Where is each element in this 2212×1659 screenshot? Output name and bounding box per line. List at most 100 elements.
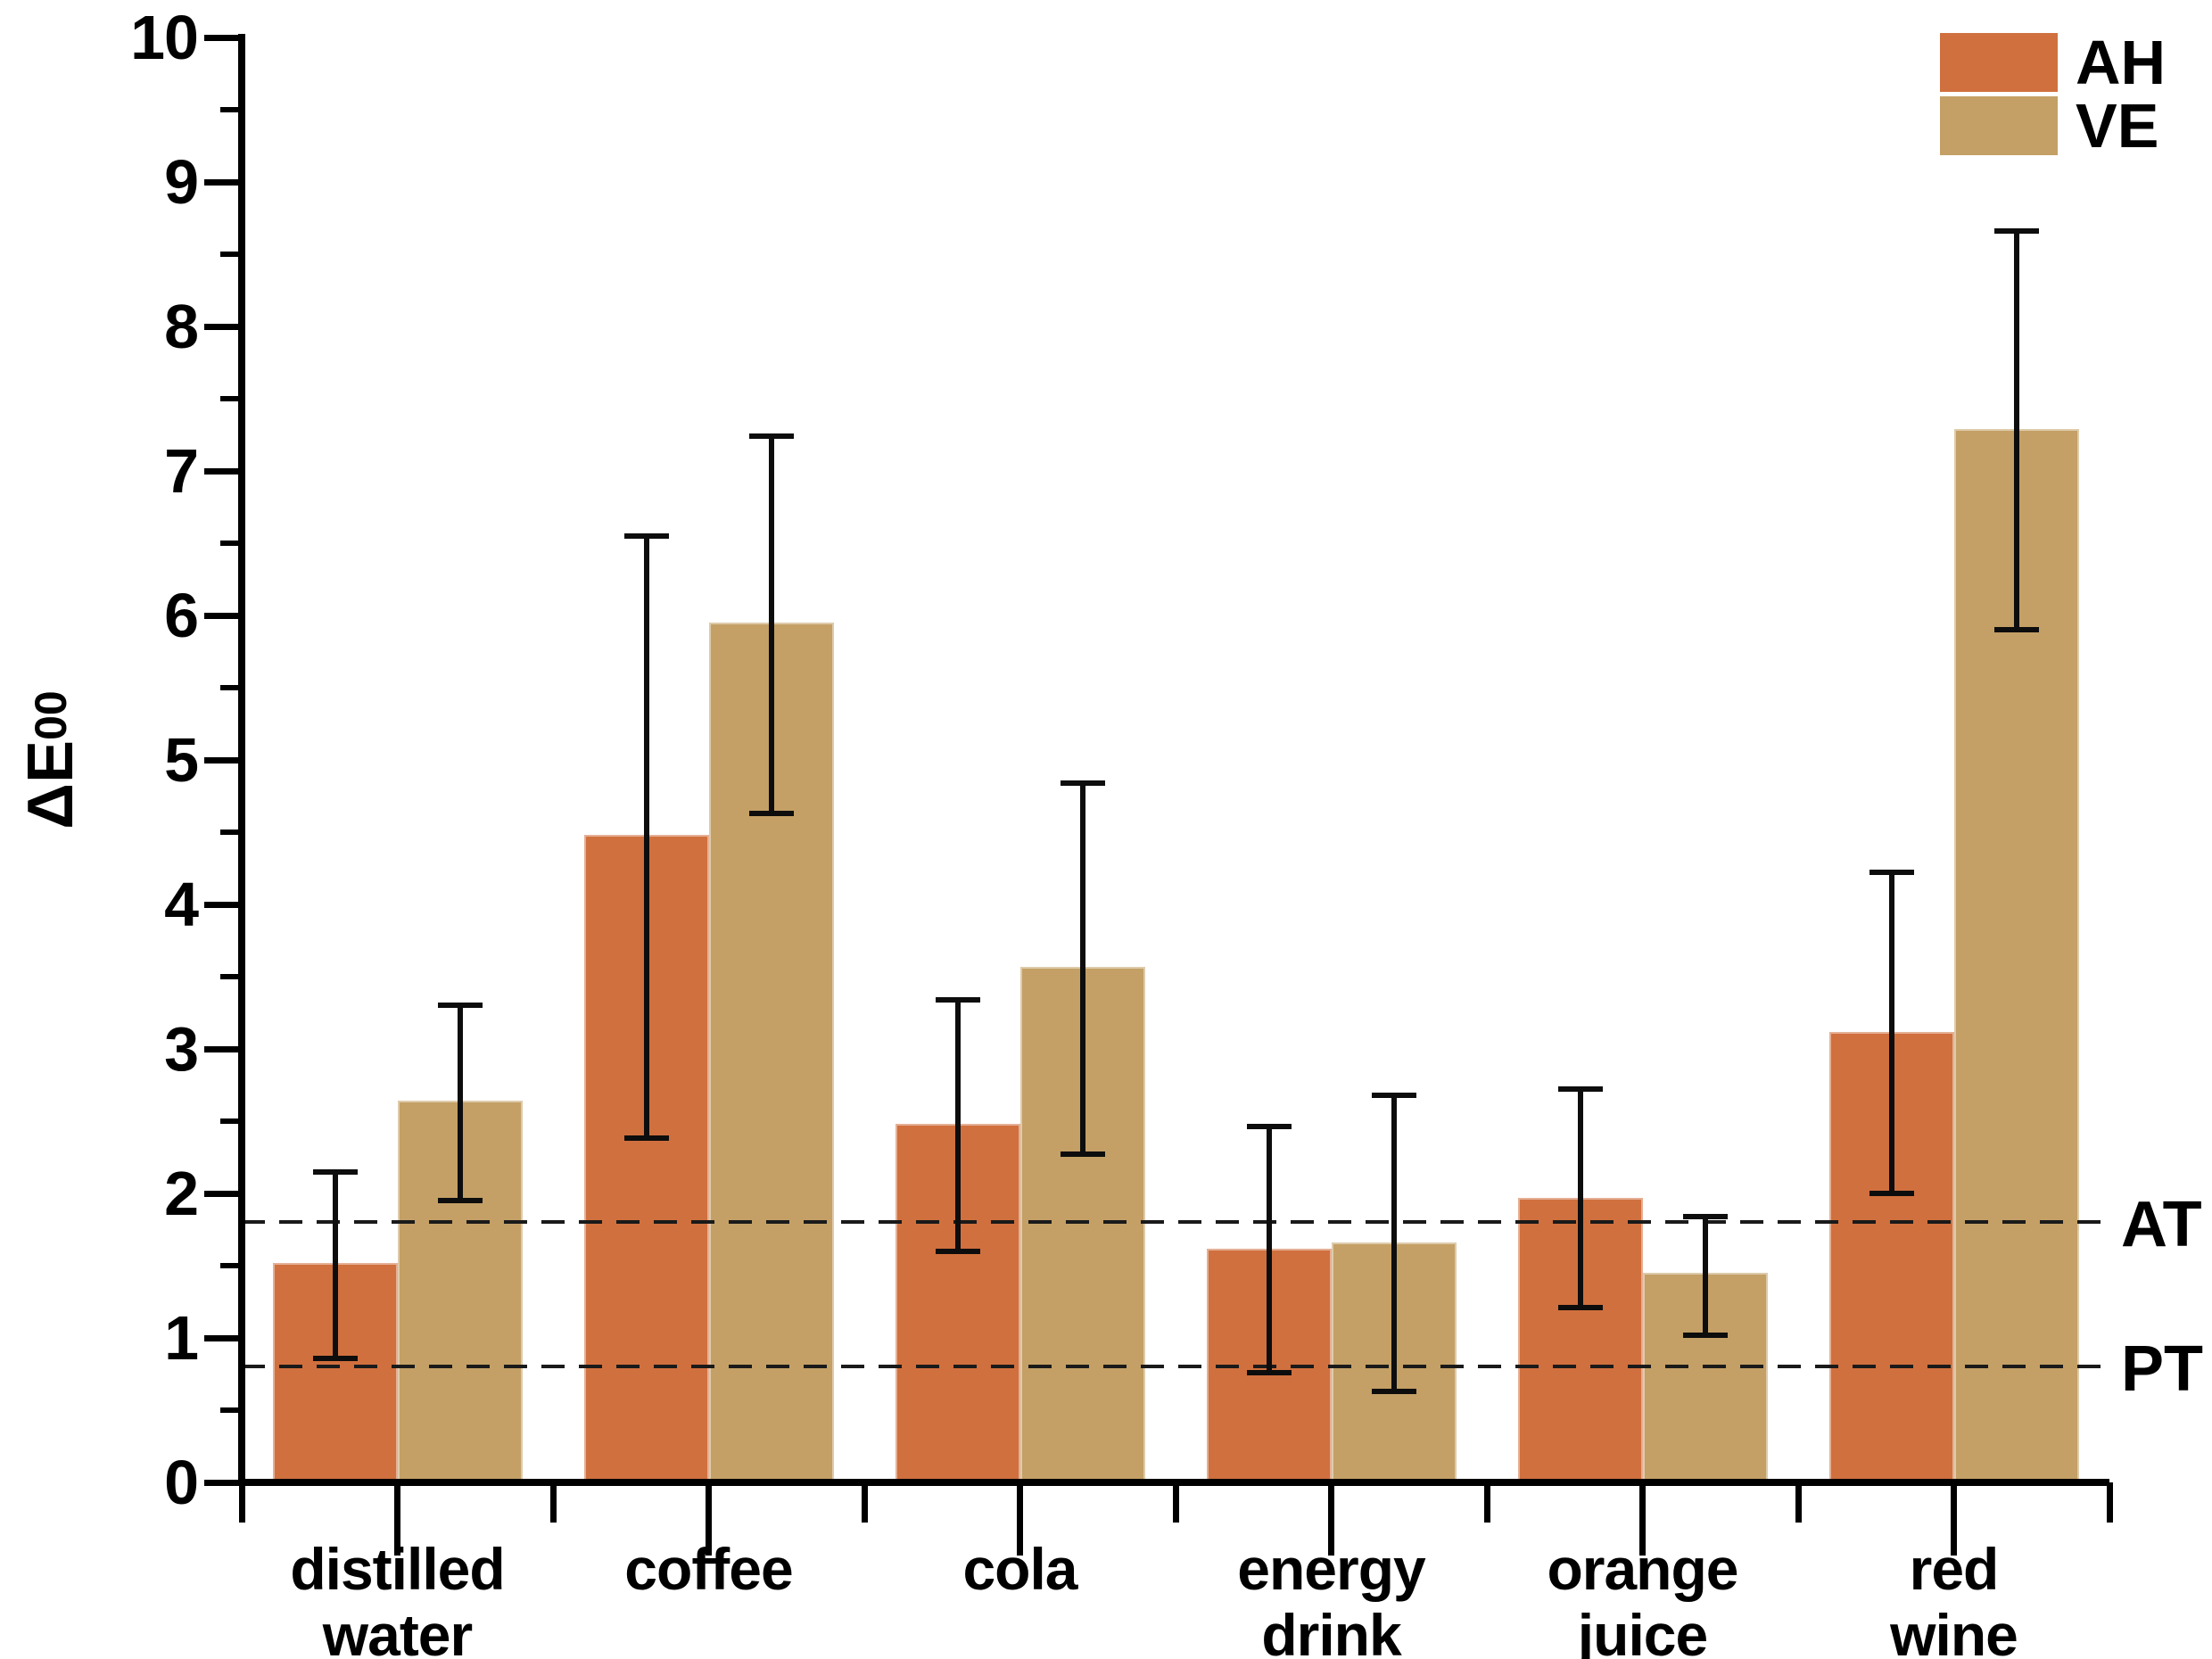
error-bar-ve-cola (1079, 782, 1085, 1155)
y-tick-minor (220, 252, 238, 257)
error-cap-top (312, 1168, 358, 1175)
x-tick-center (706, 1482, 712, 1556)
error-cap-top (1993, 228, 2039, 235)
category-label-line: wine (1890, 1602, 2018, 1659)
error-cap-bottom (623, 1135, 669, 1142)
y-tick-major (204, 1334, 238, 1341)
y-tick-minor (220, 396, 238, 401)
error-cap-bottom (1993, 627, 2039, 633)
error-cap-bottom (437, 1198, 483, 1204)
threshold-label-at: AT (2121, 1189, 2202, 1261)
x-tick-center (1639, 1482, 1646, 1556)
error-cap-top (1682, 1213, 1728, 1219)
error-cap-bottom (935, 1248, 980, 1254)
x-tick-center (1951, 1482, 1957, 1556)
x-tick-boundary (238, 1482, 245, 1523)
threshold-label-pt: PT (2121, 1333, 2204, 1406)
legend-swatch-ve (1940, 96, 2058, 155)
y-tick-major (204, 467, 238, 475)
error-bar-ah-coffee (643, 535, 649, 1139)
legend-label-ve: VE (2076, 91, 2159, 161)
y-tick-label: 5 (164, 725, 199, 795)
x-axis-line (238, 1479, 2109, 1486)
error-cap-top (1371, 1092, 1416, 1098)
y-tick-label: 2 (164, 1159, 199, 1228)
error-cap-top (748, 433, 794, 440)
x-tick-center (1017, 1482, 1023, 1556)
y-tick-major (204, 901, 238, 908)
y-tick-label: 0 (164, 1448, 199, 1517)
y-axis-line (238, 34, 245, 1486)
category-label-line: water (322, 1602, 473, 1659)
x-tick-boundary (861, 1482, 868, 1523)
y-tick-label: 8 (164, 292, 199, 361)
y-tick-minor (220, 1407, 238, 1413)
error-bar-ve-orange-juice (1702, 1216, 1708, 1335)
category-label-distilled-water: distilled water (219, 1536, 576, 1659)
category-label-line: juice (1577, 1602, 1708, 1659)
y-tick-major (204, 756, 238, 763)
y-tick-major (204, 178, 238, 186)
threshold-line-pt (242, 1365, 2109, 1369)
threshold-line-at (242, 1220, 2109, 1225)
error-cap-bottom (1682, 1332, 1728, 1338)
y-tick-minor (220, 107, 238, 112)
error-bar-ah-red-wine (1888, 872, 1894, 1193)
x-tick-center (394, 1482, 400, 1556)
y-tick-label: 1 (164, 1303, 199, 1373)
x-tick-boundary (1483, 1482, 1490, 1523)
y-tick-label: 7 (164, 436, 199, 506)
error-cap-top (1060, 780, 1105, 786)
y-tick-label: 6 (164, 581, 199, 650)
y-tick-minor (220, 685, 238, 690)
y-tick-major (204, 34, 238, 41)
y-tick-minor (220, 1263, 238, 1268)
error-cap-bottom (1060, 1151, 1105, 1158)
error-cap-bottom (1246, 1369, 1292, 1375)
error-cap-bottom (312, 1355, 358, 1361)
y-tick-major (204, 612, 238, 619)
category-label-red-wine: red wine (1776, 1536, 2133, 1659)
error-bar-ah-cola (954, 999, 961, 1251)
error-bar-ve-red-wine (2013, 231, 2019, 631)
legend-label-ah: AH (2076, 28, 2167, 97)
x-tick-boundary (549, 1482, 557, 1523)
x-tick-boundary (2106, 1482, 2113, 1523)
error-cap-top (437, 1003, 483, 1009)
y-tick-minor (220, 541, 238, 546)
legend-swatch-ah (1940, 33, 2058, 92)
error-cap-bottom (1869, 1191, 1914, 1196)
category-label-line: drink (1261, 1602, 1401, 1659)
y-tick-label: 3 (164, 1014, 199, 1084)
error-bar-ve-coffee (768, 436, 774, 813)
error-bar-ah-orange-juice (1577, 1089, 1583, 1308)
y-axis-title: ΔE 00 (15, 690, 87, 830)
y-axis-title-base: ΔE (15, 739, 87, 830)
error-cap-top (1869, 870, 1914, 876)
y-tick-label: 10 (130, 3, 199, 72)
error-cap-bottom (1557, 1304, 1603, 1310)
error-bar-ah-energy-drink (1266, 1127, 1272, 1373)
y-tick-minor (220, 830, 238, 835)
y-tick-major (204, 1479, 238, 1486)
y-tick-minor (220, 1118, 238, 1124)
error-cap-bottom (748, 810, 794, 816)
error-bar-ah-distilled-water (332, 1171, 338, 1358)
error-cap-top (623, 532, 669, 539)
y-tick-major (204, 323, 238, 330)
x-tick-center (1328, 1482, 1334, 1556)
error-cap-top (1246, 1124, 1292, 1130)
y-tick-major (204, 1190, 238, 1197)
y-tick-major (204, 1045, 238, 1052)
y-tick-label: 4 (164, 870, 199, 939)
y-tick-label: 9 (164, 147, 199, 217)
error-cap-top (935, 996, 980, 1003)
error-cap-bottom (1371, 1388, 1416, 1394)
error-bar-ve-energy-drink (1391, 1094, 1397, 1391)
x-tick-boundary (1172, 1482, 1179, 1523)
x-tick-boundary (1795, 1482, 1802, 1523)
error-cap-top (1557, 1086, 1603, 1093)
error-bar-ve-distilled-water (457, 1005, 463, 1201)
y-tick-minor (220, 974, 238, 979)
